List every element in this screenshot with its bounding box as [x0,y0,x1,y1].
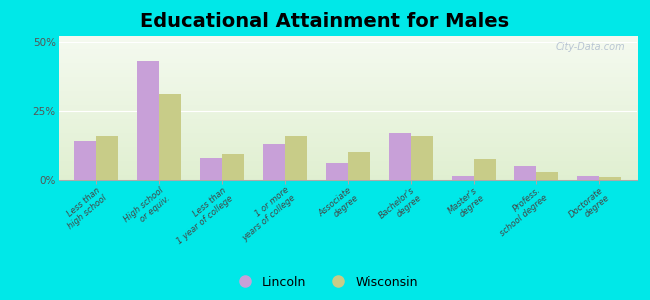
Bar [74,141,96,180]
Bar [411,136,433,180]
Bar [389,133,411,180]
Bar [137,61,159,180]
Bar [473,159,495,180]
Bar [514,166,536,180]
Bar [348,152,370,180]
Bar [200,158,222,180]
Legend: Lincoln, Wisconsin: Lincoln, Wisconsin [227,271,422,294]
Bar [452,176,473,180]
Bar [577,176,599,180]
Bar [263,144,285,180]
Bar [222,154,244,180]
Text: City-Data.com: City-Data.com [556,42,625,52]
Bar [599,177,621,180]
Bar [326,164,348,180]
Text: Educational Attainment for Males: Educational Attainment for Males [140,12,510,31]
Bar [96,136,118,180]
Bar [159,94,181,180]
Bar [536,172,558,180]
Bar [285,136,307,180]
